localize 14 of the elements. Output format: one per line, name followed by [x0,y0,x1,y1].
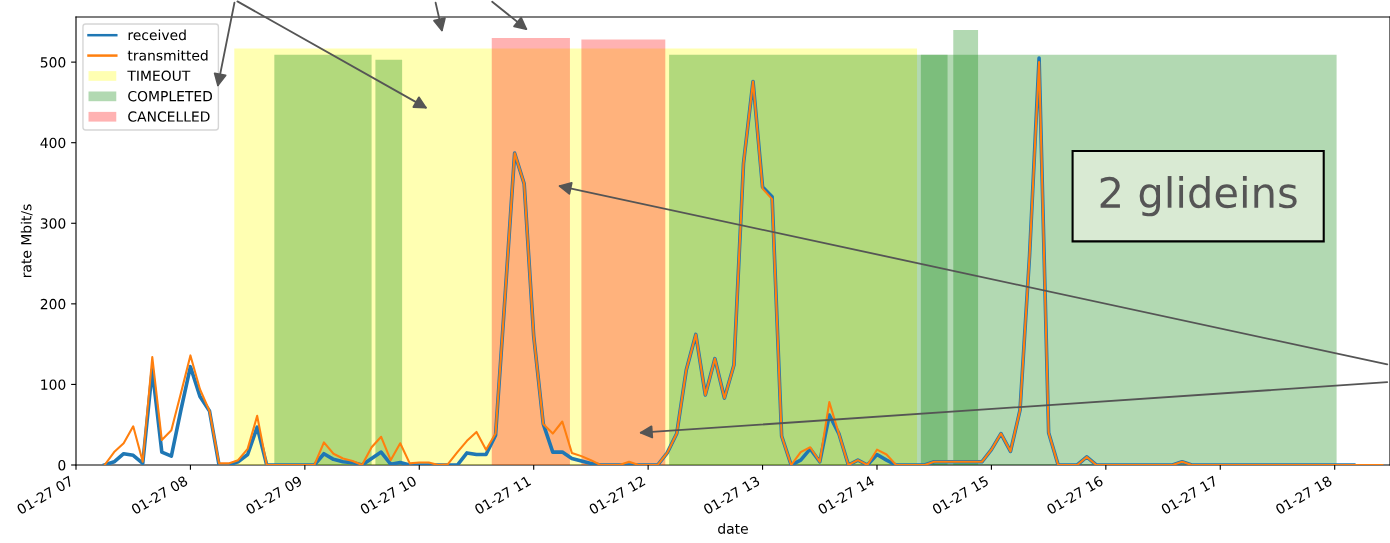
y-tick-label: 0 [58,459,66,471]
legend-label: TIMEOUT [127,70,191,82]
y-tick-label: 400 [40,137,66,149]
y-tick-label: 300 [40,218,66,229]
legend-label: CANCELLED [128,111,210,122]
x-axis-title: date [718,523,748,534]
y-tick-label: 200 [40,298,66,310]
legend-label: COMPLETED [128,90,213,102]
legend-label: received [128,29,186,41]
annotation: 2 glideins [1100,176,1297,217]
y-tick-label: 500 [40,57,66,68]
y-axis-title: rate Mbit/s [20,204,33,278]
y-tick-label: 100 [41,379,66,390]
legend-label: transmitted [127,49,208,61]
